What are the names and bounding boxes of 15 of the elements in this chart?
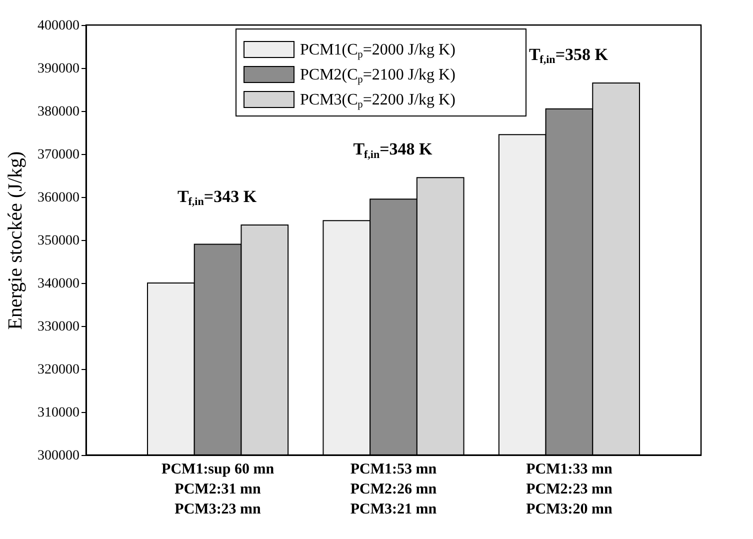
- y-tick-label: 350000: [38, 234, 80, 248]
- y-tick-label: 380000: [38, 104, 80, 120]
- x-tick-label: PCM1:sup 60 mn PCM2:31 mn PCM3:23 mn: [162, 462, 275, 518]
- y-tick-label: 310000: [38, 406, 80, 420]
- y-tick-label: 370000: [38, 148, 80, 162]
- y-tick-label: 400000: [38, 18, 80, 34]
- y-tick-label: 360000: [38, 190, 80, 206]
- x-tick-label: PCM1:33 mn PCM2:23 mn PCM3:20 mn: [526, 462, 613, 518]
- y-tick-label: 320000: [38, 362, 80, 378]
- y-tick-label: 340000: [38, 276, 80, 292]
- y-tick-label: 390000: [38, 62, 80, 76]
- y-axis-title: Energie stockée (J/kg): [4, 151, 26, 330]
- y-tick-label: 330000: [38, 320, 80, 334]
- x-tick-label: PCM1:53 mn PCM2:26 mn PCM3:21 mn: [350, 462, 438, 518]
- y-tick-label: 300000: [38, 448, 80, 464]
